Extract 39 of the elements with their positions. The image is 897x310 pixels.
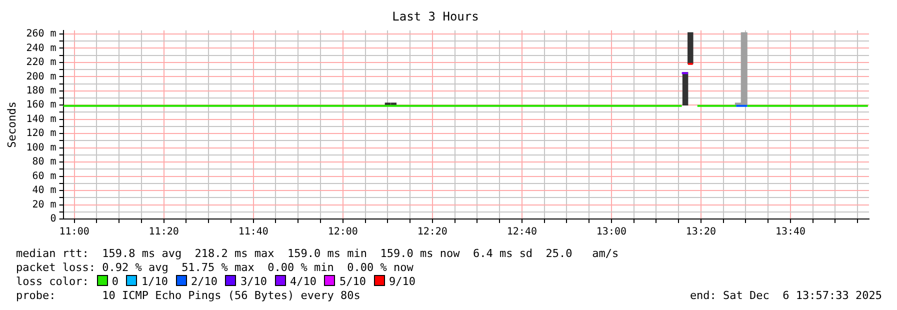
x-tick-label: 13:20 [686, 226, 716, 238]
x-tick-label: 11:40 [238, 226, 268, 238]
y-tick-label: 40 m [32, 185, 56, 196]
legend-label: 4/10 [290, 275, 316, 288]
text: end: Sat Dec 6 13:57:33 2025 [690, 289, 882, 303]
bar [682, 72, 688, 106]
y-tick-label: 220 m [26, 57, 56, 68]
y-tick-label: 120 m [26, 128, 56, 140]
y-tick-label: 100 m [26, 142, 56, 154]
y-tick-label: 240 m [26, 42, 56, 54]
x-tick-label: 11:20 [148, 226, 179, 238]
legend-label: 3/10 [240, 275, 267, 288]
x-tick-label: 11:00 [59, 226, 90, 238]
y-axis-title: Seconds [5, 102, 18, 148]
y-tick-label: 140 m [26, 114, 56, 125]
legend-label: 0 [112, 275, 118, 288]
legend-label: 5/10 [339, 275, 366, 288]
y-tick-label: 260 m [26, 28, 56, 40]
y-tick-label: 0 [50, 214, 56, 225]
x-tick-label: 12:00 [328, 226, 358, 238]
y-tick-label: 180 m [26, 85, 56, 96]
legend-title: loss color: [16, 275, 89, 288]
x-tick-label: 12:20 [417, 226, 448, 238]
chart-title: Last 3 Hours [392, 9, 479, 24]
legend-label: 1/10 [141, 275, 168, 288]
legend-label: 9/10 [388, 275, 416, 288]
text: median rtt: 159.8 ms avg 218.2 ms max 159.0 ms min 159.0 ms now 6.4 ms sd 25.0 am/s [16, 247, 620, 261]
text: packet loss: 0.92 % avg 51.75 % max 0.00 % min 0.00 % now [16, 261, 414, 275]
y-tick-label: 160 m [26, 100, 56, 111]
bar [688, 32, 694, 64]
x-tick-label: 13:00 [596, 226, 626, 238]
y-tick-label: 20 m [32, 199, 56, 210]
text: probe: 10 ICMP Echo Pings (56 Bytes) every 80s [16, 289, 360, 302]
y-tick-label: 80 m [32, 156, 56, 168]
y-tick-label: 60 m [32, 170, 56, 182]
legend-label: 2/10 [190, 275, 218, 288]
x-tick-label: 12:40 [506, 226, 537, 238]
x-tick-label: 13:40 [775, 226, 806, 238]
y-tick-label: 200 m [26, 71, 56, 82]
